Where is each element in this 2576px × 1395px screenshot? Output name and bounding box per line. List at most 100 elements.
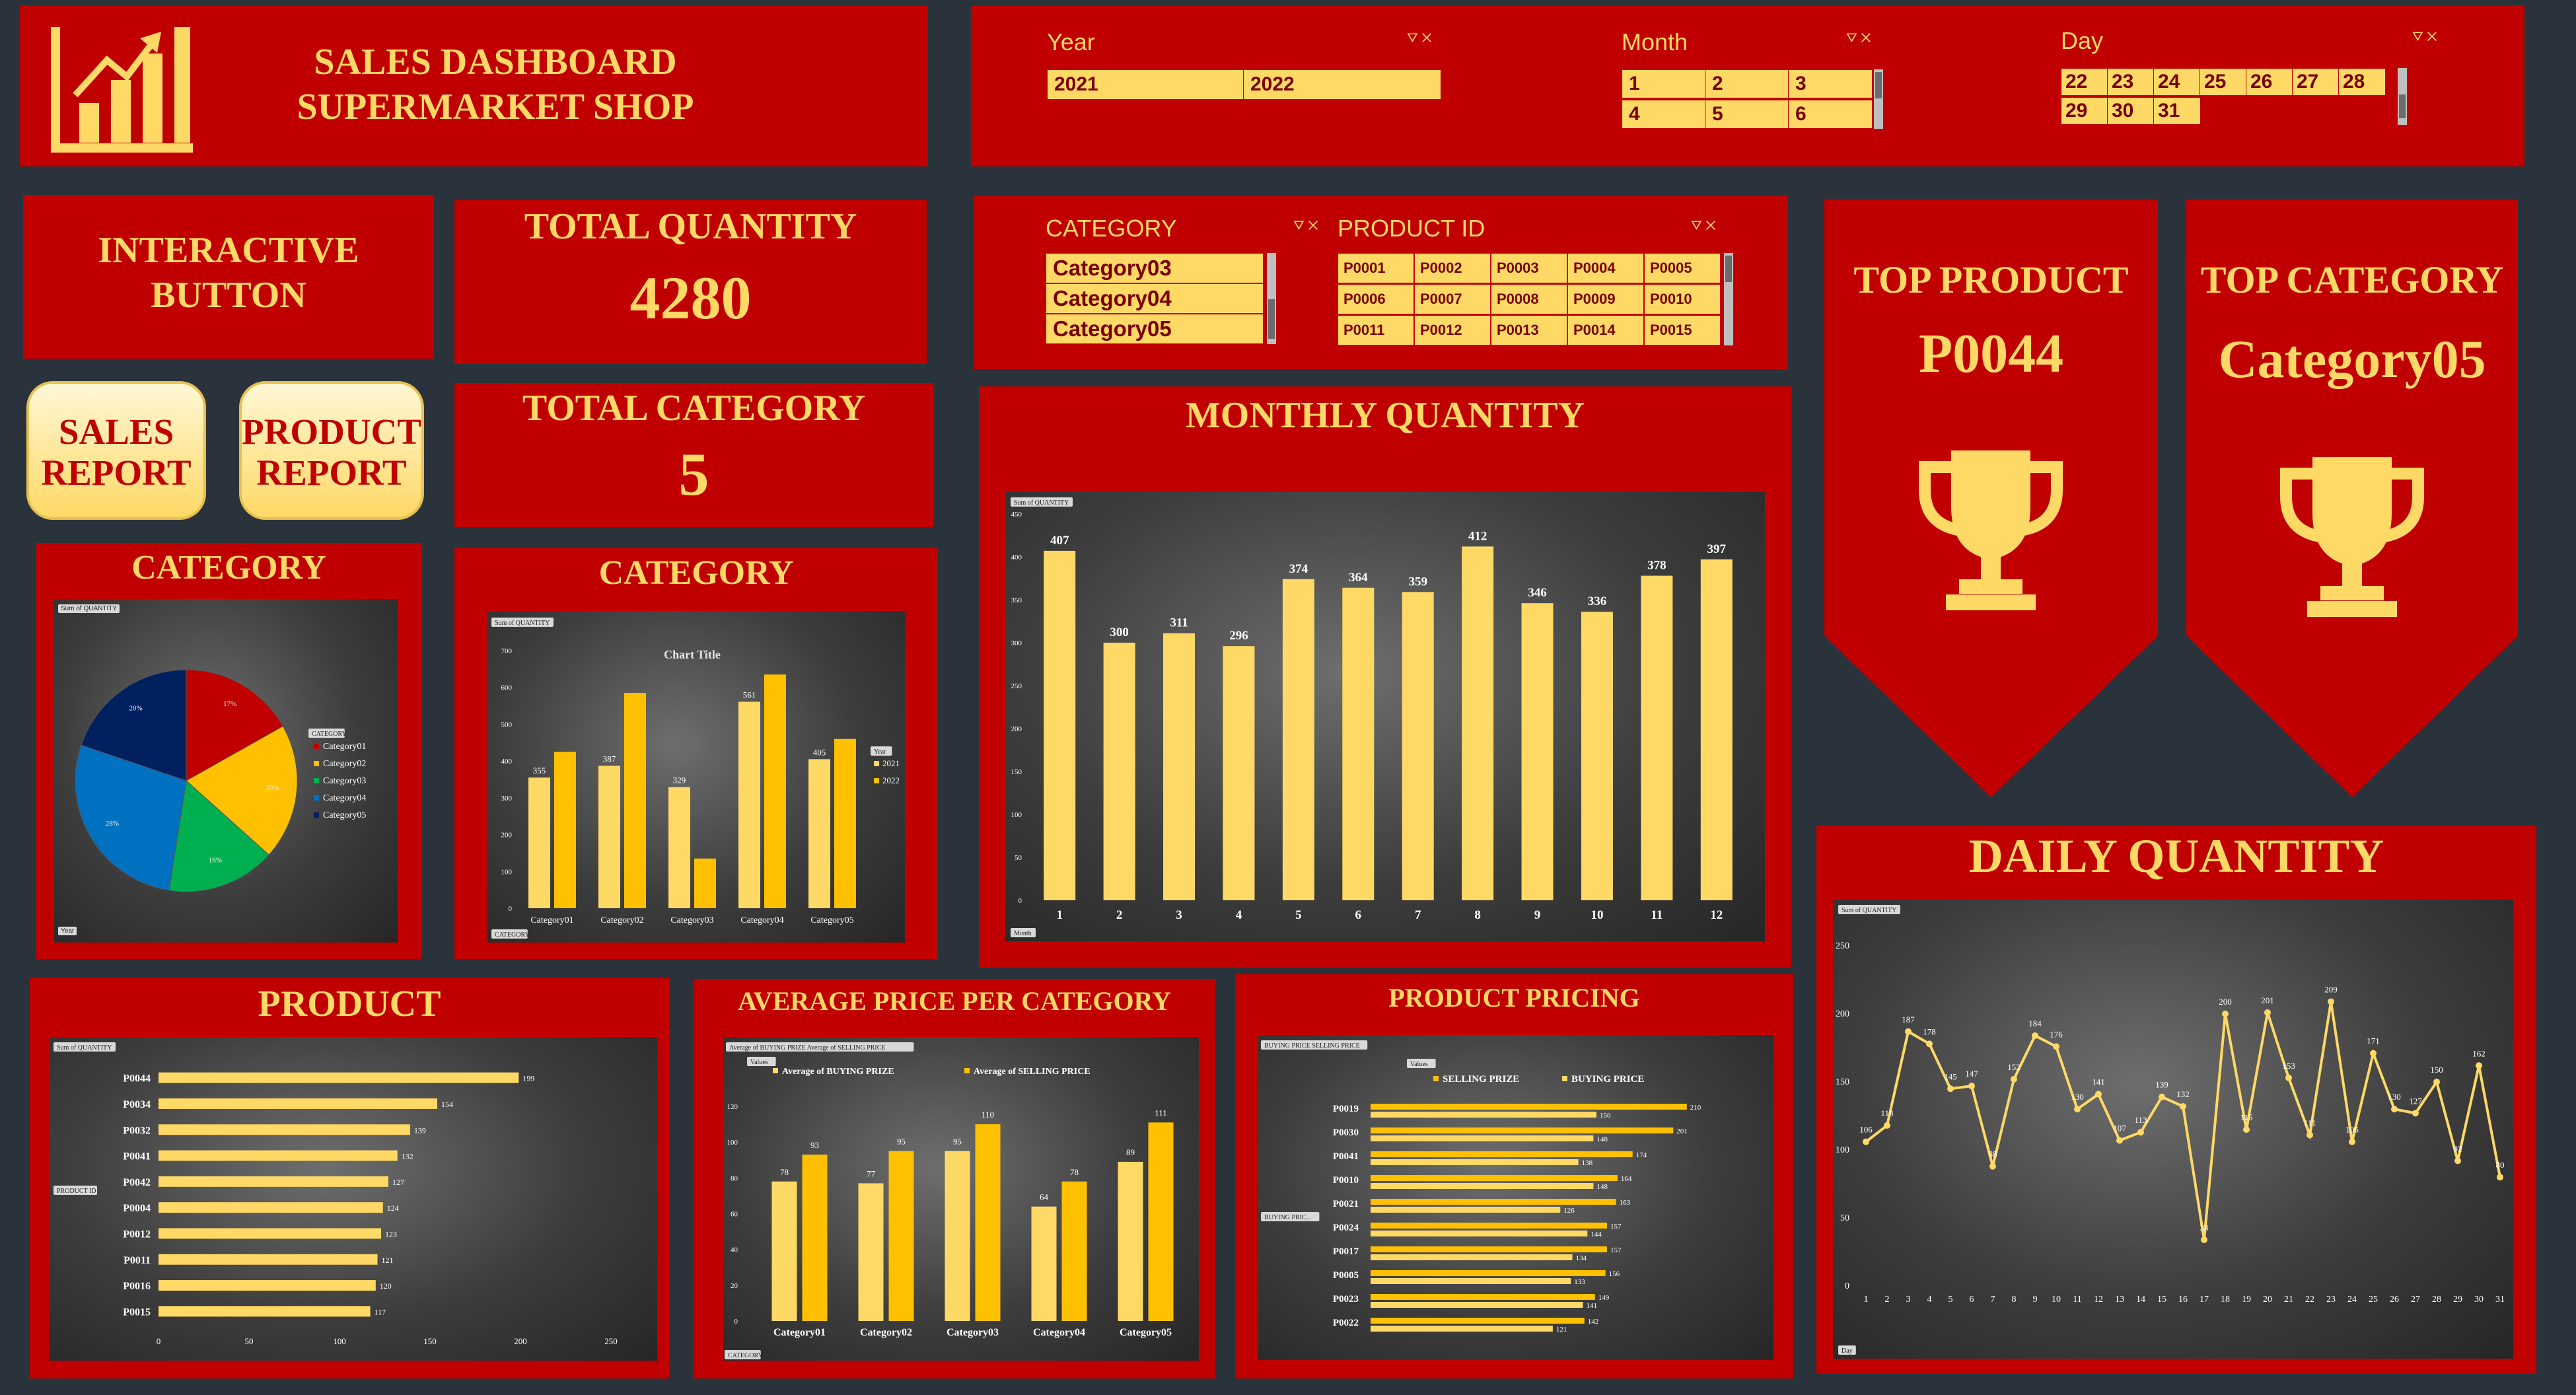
axis-tag: BUYING PRIC... [1264, 1214, 1311, 1221]
bar [802, 1155, 828, 1321]
product-id-item[interactable]: P0002 [1414, 253, 1491, 283]
legend-swatch [874, 761, 879, 766]
day-item[interactable]: 27 [2292, 68, 2340, 96]
product-id-item[interactable]: P0009 [1567, 284, 1644, 314]
product-scrollbar[interactable] [1724, 253, 1733, 345]
data-label: 561 [743, 690, 756, 699]
bar [1371, 1112, 1596, 1118]
legend-swatch [874, 778, 879, 783]
category-scrollbar[interactable] [1267, 253, 1276, 344]
month-item-3[interactable]: 3 [1788, 69, 1873, 98]
sales-report-line-1: SALES [58, 411, 174, 452]
x-tick-label: 8 [2012, 1295, 2017, 1305]
data-label: 126 [1563, 1207, 1575, 1215]
data-label: 329 [673, 775, 686, 785]
clear-filter-icon[interactable]: ⛛ ✕ [1293, 219, 1318, 233]
product-report-button[interactable]: PRODUCT REPORT [239, 381, 424, 520]
day-item[interactable]: 31 [2153, 97, 2201, 125]
data-point [1989, 1162, 1996, 1170]
product-id-item[interactable]: P0005 [1644, 253, 1721, 283]
date-slicers-panel: Year ⛛ ✕ 2021 2022 Month ⛛ ✕ 1 2 3 4 5 6… [971, 5, 2524, 166]
axis-tag: PRODUCT ID [57, 1188, 96, 1195]
product-id-item[interactable]: P0011 [1338, 315, 1414, 345]
x-tick-label: 250 [604, 1336, 618, 1346]
year-item-2021[interactable]: 2021 [1047, 69, 1245, 100]
x-tick-label: 9 [1534, 908, 1541, 922]
bar [1371, 1270, 1606, 1276]
clear-filter-icon[interactable]: ⛛ ✕ [1691, 219, 1716, 233]
bar [771, 1181, 797, 1321]
clear-filter-icon[interactable]: ⛛ ✕ [1846, 31, 1871, 46]
field-tag[interactable]: Sum of QUANTITY [58, 604, 120, 613]
product-id-item[interactable]: P0015 [1644, 315, 1721, 345]
top-category-banner: TOP CATEGORY Category05 [2186, 199, 2518, 797]
data-label: 407 [1050, 534, 1069, 548]
category-item[interactable]: Category05 [1046, 314, 1264, 344]
year-item-2022[interactable]: 2022 [1243, 69, 1441, 100]
x-tick-label: 4 [1236, 908, 1242, 922]
category-product-slicers-panel: CATEGORY ⛛ ✕ Category03 Category04 Categ… [974, 196, 1788, 369]
day-item[interactable]: 24 [2153, 68, 2201, 96]
product-id-item[interactable]: P0013 [1491, 315, 1567, 345]
bar [1521, 603, 1554, 900]
month-scrollbar[interactable] [1874, 69, 1883, 129]
day-item[interactable]: 30 [2107, 97, 2155, 125]
day-item[interactable]: 28 [2338, 68, 2386, 96]
product-id-item[interactable]: P0001 [1338, 253, 1414, 283]
bar [1371, 1207, 1561, 1213]
category-slicer: CATEGORY ⛛ ✕ Category03 Category04 Categ… [1046, 215, 1336, 347]
clear-filter-icon[interactable]: ⛛ ✕ [2412, 30, 2437, 44]
values-tag-bg [747, 1057, 776, 1066]
bar [738, 701, 760, 908]
data-label: 150 [2430, 1065, 2443, 1075]
data-label: 130 [2388, 1092, 2401, 1102]
data-point [1884, 1122, 1890, 1129]
category-item[interactable]: Category04 [1046, 283, 1264, 314]
product-id-item[interactable]: P0007 [1414, 284, 1491, 314]
sales-report-button[interactable]: SALES REPORT [26, 381, 206, 520]
day-item[interactable]: 23 [2107, 68, 2155, 96]
product-id-item[interactable]: P0008 [1491, 284, 1567, 314]
data-point [2433, 1079, 2440, 1085]
day-item[interactable]: 22 [2061, 68, 2108, 96]
product-id-item[interactable]: P0014 [1567, 315, 1644, 345]
bar [1163, 633, 1196, 900]
y-tick-label: P0010 [1333, 1175, 1359, 1186]
month-item-6[interactable]: 6 [1788, 100, 1873, 129]
data-label: 130 [2071, 1092, 2084, 1102]
product-id-item[interactable]: P0004 [1567, 253, 1644, 283]
data-point [2137, 1129, 2144, 1136]
data-label: 346 [1528, 586, 1547, 600]
data-point [1968, 1083, 1975, 1090]
bar [159, 1306, 371, 1317]
data-label: 184 [2028, 1019, 2042, 1028]
field-tag: Sum of QUANTITY [57, 1044, 112, 1052]
product-id-item[interactable]: P0010 [1644, 284, 1721, 314]
day-item[interactable]: 29 [2061, 97, 2108, 125]
month-item-2[interactable]: 2 [1705, 69, 1789, 98]
day-item[interactable]: 26 [2246, 68, 2293, 96]
x-tick-label: 19 [2242, 1295, 2251, 1305]
y-tick-label: 450 [1011, 511, 1022, 519]
filter-tag[interactable]: Year [58, 927, 77, 935]
product-id-item[interactable]: P0003 [1491, 253, 1567, 283]
product-id-item[interactable]: P0012 [1414, 315, 1491, 345]
y-tick-label: 400 [501, 758, 513, 766]
pie-data-label: 17% [223, 700, 236, 708]
data-point [2328, 998, 2334, 1005]
month-item-5[interactable]: 5 [1705, 100, 1789, 129]
bar [528, 777, 550, 908]
bar [1371, 1294, 1595, 1300]
category-item[interactable]: Category03 [1046, 253, 1264, 283]
field-tag-bg [1838, 905, 1900, 914]
clear-filter-icon[interactable]: ⛛ ✕ [1407, 31, 1432, 46]
y-tick-label: 150 [1011, 768, 1022, 776]
data-point [2180, 1103, 2186, 1110]
day-scrollbar[interactable] [2398, 68, 2407, 125]
x-tick-label: 0 [157, 1336, 161, 1346]
month-item-1[interactable]: 1 [1622, 69, 1706, 98]
month-item-4[interactable]: 4 [1622, 100, 1706, 129]
x-tick-label: 18 [2221, 1295, 2230, 1305]
day-item[interactable]: 25 [2200, 68, 2247, 96]
product-id-item[interactable]: P0006 [1338, 284, 1414, 314]
